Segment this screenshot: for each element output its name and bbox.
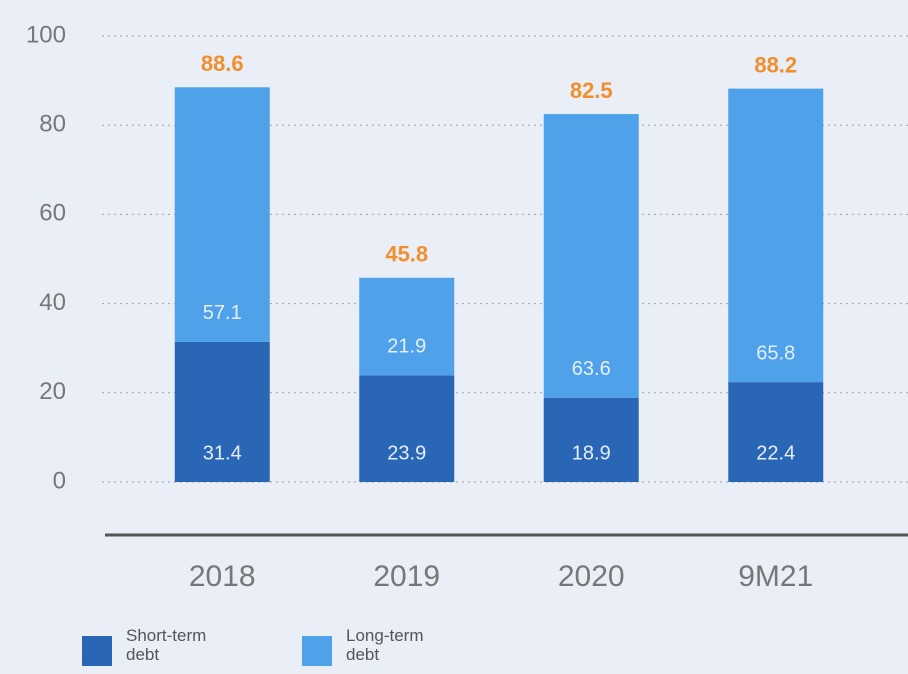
y-tick-label: 60 [39,200,66,227]
segment-label: 63.6 [572,358,611,380]
x-tick-label: 2018 [189,560,256,593]
legend-label: Long-term debt [346,626,424,664]
segment-label: 31.4 [203,442,242,464]
y-tick-label: 100 [26,21,66,48]
x-tick-label: 9M21 [738,560,813,593]
segment-label: 65.8 [756,342,795,364]
legend-label: Short-term debt [126,626,207,664]
y-tick-label: 20 [39,378,66,405]
legend-swatch [302,636,332,666]
x-tick-label: 2020 [558,560,625,593]
bar-segment [728,382,824,482]
bar-segment [359,277,455,376]
bar-segment [174,87,270,342]
legend-item: Short-term debt [82,624,226,666]
total-label: 45.8 [385,242,428,267]
total-label: 82.5 [570,78,613,103]
bar-segment [728,88,824,383]
legend-swatch [82,636,112,666]
x-tick-label: 2019 [373,560,440,593]
y-tick-label: 80 [39,111,66,138]
segment-label: 21.9 [387,336,426,358]
segment-label: 18.9 [572,442,611,464]
total-label: 88.6 [201,51,244,76]
bar-segment [543,114,639,398]
segment-label: 23.9 [387,442,426,464]
bar-segment [174,341,270,482]
total-label: 88.2 [754,52,797,77]
y-tick-label: 40 [39,289,66,316]
y-tick-label: 0 [53,467,66,494]
segment-label: 22.4 [756,442,795,464]
bar-segment [359,375,455,482]
bar-segment [543,397,639,482]
segment-label: 57.1 [203,302,242,324]
legend-item: Long-term debt [302,624,446,666]
